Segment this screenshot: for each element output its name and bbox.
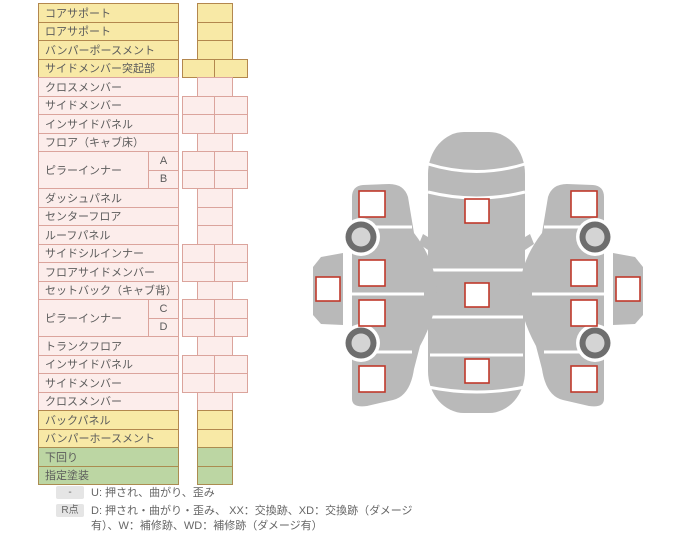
damage-code-cell[interactable] — [182, 243, 216, 263]
damage-code-cell[interactable] — [182, 262, 216, 282]
part-label: トランクフロア — [38, 336, 179, 356]
damage-code-cell[interactable] — [197, 391, 233, 411]
check-marker-left-quarter[interactable] — [358, 365, 386, 393]
part-sub-label-D: D — [148, 317, 179, 337]
damage-code-cell[interactable] — [214, 299, 248, 319]
damage-code-cell[interactable] — [182, 317, 216, 337]
right-front-wheel — [576, 218, 614, 256]
damage-code-cell[interactable] — [214, 169, 248, 189]
damage-code-cell[interactable] — [197, 280, 233, 300]
right-mirror-shape — [525, 234, 534, 250]
check-marker-top-trunk[interactable] — [464, 358, 490, 384]
car-top-view-body — [428, 132, 525, 413]
top-view-panel-lines — [427, 162, 526, 394]
damage-code-cell[interactable] — [197, 21, 233, 41]
right-rear-wheel — [576, 324, 614, 362]
part-label: ピラーインナー — [38, 151, 149, 189]
damage-code-cell[interactable] — [197, 132, 233, 152]
legend: - U: 押され、曲がり、歪み R点 D: 押され・曲がり・歪み、 XX：交換跡… — [56, 486, 436, 535]
damage-code-cell[interactable] — [197, 225, 233, 245]
check-marker-left-front-door[interactable] — [358, 259, 386, 287]
left-front-wheel — [342, 218, 380, 256]
left-rear-wheel — [342, 324, 380, 362]
damage-code-cell[interactable] — [182, 58, 216, 78]
damage-code-cell[interactable] — [182, 354, 216, 374]
part-label: クロスメンバー — [38, 77, 179, 97]
damage-code-cell[interactable] — [182, 299, 216, 319]
part-sub-label-A: A — [148, 151, 179, 171]
check-marker-right-rear-door[interactable] — [570, 299, 598, 327]
damage-code-cell[interactable] — [182, 151, 216, 171]
damage-code-cell[interactable] — [197, 40, 233, 60]
damage-code-cell[interactable] — [214, 151, 248, 171]
check-marker-left-front-fender[interactable] — [358, 190, 386, 218]
damage-code-cell[interactable] — [197, 410, 233, 430]
part-label: クロスメンバー — [38, 391, 179, 411]
damage-code-cell[interactable] — [182, 114, 216, 134]
part-label: 指定塗装 — [38, 465, 179, 485]
part-label: インサイドパネル — [38, 354, 179, 374]
left-mirror-shape — [419, 234, 428, 250]
part-label: 下回り — [38, 447, 179, 467]
part-label: センターフロア — [38, 206, 179, 226]
check-marker-top-hood[interactable] — [464, 198, 490, 224]
damage-code-cell[interactable] — [197, 336, 233, 356]
car-diagram — [313, 132, 643, 413]
left-side-panel-lines — [352, 225, 424, 354]
damage-code-cell[interactable] — [197, 465, 233, 485]
part-label: コアサポート — [38, 3, 179, 23]
damage-code-cell[interactable] — [197, 206, 233, 226]
part-label: バックパネル — [38, 410, 179, 430]
damage-code-cell[interactable] — [197, 428, 233, 448]
legend-badge-rpoint: R点 — [56, 504, 84, 517]
damage-code-cell[interactable] — [214, 243, 248, 263]
part-label: セットバック（キャブ背） — [38, 280, 179, 300]
part-label: ロアサポート — [38, 21, 179, 41]
damage-code-cell[interactable] — [214, 354, 248, 374]
damage-code-cell[interactable] — [214, 114, 248, 134]
check-marker-right-quarter[interactable] — [570, 365, 598, 393]
part-label: フロア（キャブ床） — [38, 132, 179, 152]
damage-code-cell[interactable] — [214, 95, 248, 115]
legend-row-rpoint: R点 D: 押され・曲がり・歪み、 XX：交換跡、XD：交換跡（ダメージ有）、W… — [56, 504, 436, 534]
legend-text-u: U: 押され、曲がり、歪み — [91, 487, 215, 499]
check-marker-top-roof[interactable] — [464, 282, 490, 308]
part-label: サイドシルインナー — [38, 243, 179, 263]
legend-row-u: - U: 押され、曲がり、歪み — [56, 486, 436, 501]
part-label: バンパーポースメント — [38, 40, 179, 60]
check-marker-left-sill[interactable] — [315, 276, 341, 302]
damage-code-cell[interactable] — [214, 262, 248, 282]
damage-code-cell[interactable] — [214, 58, 248, 78]
part-label: ダッシュパネル — [38, 188, 179, 208]
damage-code-cell[interactable] — [182, 373, 216, 393]
legend-text-rpoint: D: 押され・曲がり・歪み、 XX：交換跡、XD：交換跡（ダメージ有）、W：補修… — [91, 505, 413, 532]
part-label: サイドメンバー — [38, 373, 179, 393]
part-label: サイドメンバー突起部 — [38, 58, 179, 78]
right-side-panel-lines — [532, 225, 604, 354]
part-sub-label-B: B — [148, 169, 179, 189]
damage-code-cell[interactable] — [182, 95, 216, 115]
part-label: フロアサイドメンバー — [38, 262, 179, 282]
part-label: ルーフパネル — [38, 225, 179, 245]
damage-code-cell[interactable] — [197, 77, 233, 97]
damage-code-cell[interactable] — [197, 188, 233, 208]
check-marker-right-front-door[interactable] — [570, 259, 598, 287]
part-label: ピラーインナー — [38, 299, 149, 337]
damage-code-cell[interactable] — [182, 169, 216, 189]
legend-badge-dash: - — [56, 486, 84, 499]
part-label: バンパーホースメント — [38, 428, 179, 448]
check-marker-left-rear-door[interactable] — [358, 299, 386, 327]
part-label: サイドメンバー — [38, 95, 179, 115]
damage-code-cell[interactable] — [214, 373, 248, 393]
damage-code-cell[interactable] — [197, 447, 233, 467]
damage-code-cell[interactable] — [197, 3, 233, 23]
check-marker-right-front-fender[interactable] — [570, 190, 598, 218]
part-sub-label-C: C — [148, 299, 179, 319]
damage-code-cell[interactable] — [214, 317, 248, 337]
check-marker-right-sill[interactable] — [615, 276, 641, 302]
part-label: インサイドパネル — [38, 114, 179, 134]
